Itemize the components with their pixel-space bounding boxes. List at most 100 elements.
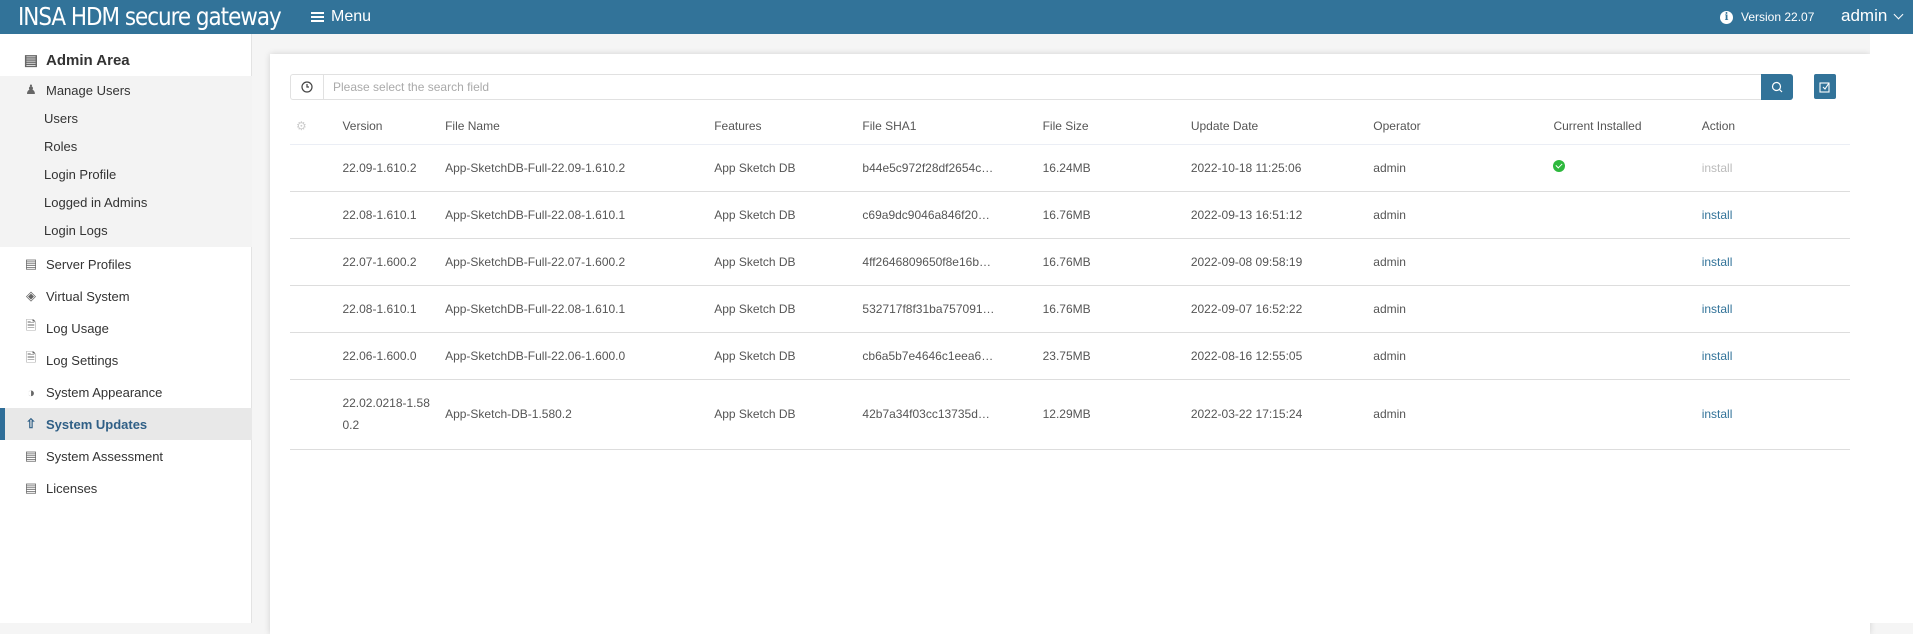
clipboard-search-icon: ▤ <box>24 448 38 463</box>
cell-features: App Sketch DB <box>714 238 863 286</box>
search-input[interactable] <box>324 75 1761 99</box>
install-link[interactable]: install <box>1701 348 1733 363</box>
cell-file-text: App-SketchDB-Full-22.06-1.600.0 <box>445 348 626 363</box>
cell-size: 16.76MB <box>1042 191 1191 239</box>
cell-version: 22.08-1.610.1 <box>342 191 446 239</box>
settings-column: ⚙ <box>290 108 343 145</box>
cell-current-installed <box>1553 144 1702 192</box>
sidebar-item-users[interactable]: Users <box>0 104 252 132</box>
cell-sha: cb6a5b7e4646c1eea6… <box>862 332 1043 380</box>
sidebar-item-virtual-system[interactable]: ◈ Virtual System <box>0 280 252 312</box>
export-button[interactable] <box>1814 74 1836 99</box>
sidebar-item-system-updates[interactable]: ⇧ System Updates <box>0 408 252 440</box>
cell-current-installed <box>1553 238 1702 286</box>
cell-file-text: App-SketchDB-Full-22.08-1.610.1 <box>445 301 626 316</box>
sidebar-item-logged-in-admins[interactable]: Logged in Admins <box>0 188 252 216</box>
cell-action: install <box>1701 285 1850 333</box>
sidebar-item-login-logs[interactable]: Login Logs <box>0 216 252 244</box>
row-spacer <box>290 144 343 192</box>
cell-date-text: 2022-09-07 16:52:22 <box>1190 301 1303 316</box>
sidebar-item-system-appearance[interactable]: ◑ System Appearance <box>0 376 252 408</box>
column-settings-icon[interactable]: ⚙ <box>296 118 307 133</box>
cell-features-text: App Sketch DB <box>714 160 796 175</box>
sidebar-item-label: Log Usage <box>46 320 109 336</box>
clock-icon <box>301 81 313 93</box>
column-header-file-sha1: File SHA1 <box>862 108 1043 145</box>
admin-area-icon: ▤ <box>23 52 39 69</box>
cell-version: 22.02.0218-1.580.2 <box>342 379 446 450</box>
cell-size: 16.76MB <box>1042 238 1191 286</box>
cell-date: 2022-10-18 11:25:06 <box>1190 144 1374 192</box>
cell-operator: admin <box>1373 379 1554 450</box>
install-link[interactable]: install <box>1701 207 1733 222</box>
install-link[interactable]: install <box>1701 254 1733 269</box>
cell-operator-text: admin <box>1373 348 1406 363</box>
update-icon: ⇧ <box>25 416 37 431</box>
manage-users-group <box>0 76 252 247</box>
cell-size: 12.29MB <box>1042 379 1191 450</box>
table-row: 22.09-1.610.2 App-SketchDB-Full-22.09-1.6… <box>290 144 1850 192</box>
cell-features: App Sketch DB <box>714 144 863 192</box>
cell-size-text: 16.76MB <box>1042 254 1091 269</box>
cell-current-installed <box>1553 285 1702 333</box>
sidebar-item-log-settings[interactable]: 🗎 Log Settings <box>0 344 252 376</box>
cell-date: 2022-09-13 16:51:12 <box>1190 191 1374 239</box>
cell-operator-text: admin <box>1373 207 1406 222</box>
install-link[interactable]: install <box>1701 301 1733 316</box>
history-clock-button[interactable] <box>291 75 324 99</box>
log-gear-icon: 🗎 <box>25 350 37 365</box>
sidebar-item-licenses[interactable]: ▤ Licenses <box>0 472 252 504</box>
sidebar-item-label: Virtual System <box>46 288 130 304</box>
cell-operator: admin <box>1373 238 1554 286</box>
menu-label: Menu <box>331 8 372 25</box>
sidebar-item-system-assessment[interactable]: ▤ System Assessment <box>0 440 252 472</box>
cell-date-text: 2022-09-08 09:58:19 <box>1190 254 1303 269</box>
cell-features-text: App Sketch DB <box>714 301 796 316</box>
cell-operator: admin <box>1373 144 1554 192</box>
cell-sha-text: b44e5c972f28df2654c… <box>862 160 994 175</box>
cell-date: 2022-03-22 17:15:24 <box>1190 379 1374 450</box>
cell-action: install <box>1701 332 1850 380</box>
search-icon <box>1771 81 1783 93</box>
sidebar-item-roles[interactable]: Roles <box>0 132 252 160</box>
export-icon <box>1819 81 1830 93</box>
row-spacer <box>290 332 343 380</box>
cell-date: 2022-08-16 12:55:05 <box>1190 332 1374 380</box>
search-button[interactable] <box>1761 74 1793 100</box>
row-spacer <box>290 285 343 333</box>
column-header-version: Version <box>342 108 446 145</box>
column-header-features: Features <box>714 108 863 145</box>
sidebar-item-manage-users[interactable]: ♟ Manage Users <box>0 76 252 104</box>
cell-features: App Sketch DB <box>714 285 863 333</box>
cell-file: App-SketchDB-Full-22.07-1.600.2 <box>445 238 715 286</box>
cell-size-text: 16.76MB <box>1042 301 1091 316</box>
cell-sha-text: cb6a5b7e4646c1eea6… <box>862 348 994 363</box>
user-gear-icon: ♟ <box>25 82 37 97</box>
table-row: 22.06-1.600.0 App-SketchDB-Full-22.06-1.6… <box>290 332 1850 380</box>
sidebar-item-label: Users <box>44 110 78 126</box>
cell-action: install <box>1701 144 1850 192</box>
version-label: Version 22.07 <box>1741 10 1815 24</box>
install-link[interactable]: install <box>1701 407 1733 421</box>
cell-version: 22.07-1.600.2 <box>342 238 446 286</box>
sidebar-item-label: Login Profile <box>44 166 117 182</box>
cell-features-text: App Sketch DB <box>714 207 796 222</box>
cell-current-installed <box>1553 379 1702 450</box>
cell-size-text: 16.24MB <box>1042 160 1091 175</box>
sidebar-item-log-usage[interactable]: 🗎 Log Usage <box>0 312 252 344</box>
user-menu[interactable]: admin <box>1841 6 1904 26</box>
cell-file: App-SketchDB-Full-22.08-1.610.1 <box>445 285 715 333</box>
page-scrollbar-area[interactable] <box>1870 34 1913 623</box>
cell-sha: 42b7a34f03cc13735d… <box>862 379 1043 450</box>
sidebar-item-server-profiles[interactable]: ▤ Server Profiles <box>0 248 252 280</box>
table-row: 22.07-1.600.2 App-SketchDB-Full-22.07-1.6… <box>290 238 1850 286</box>
cell-current-installed <box>1553 191 1702 239</box>
sidebar-item-login-profile[interactable]: Login Profile <box>0 160 252 188</box>
cell-size: 23.75MB <box>1042 332 1191 380</box>
menu-button[interactable]: Menu <box>311 8 371 26</box>
cell-operator: admin <box>1373 332 1554 380</box>
install-link[interactable]: install <box>1701 160 1733 175</box>
chevron-down-icon <box>1893 9 1904 19</box>
sidebar-item-label: Login Logs <box>44 222 108 238</box>
sidebar-title: ▤ Admin Area <box>0 44 252 76</box>
